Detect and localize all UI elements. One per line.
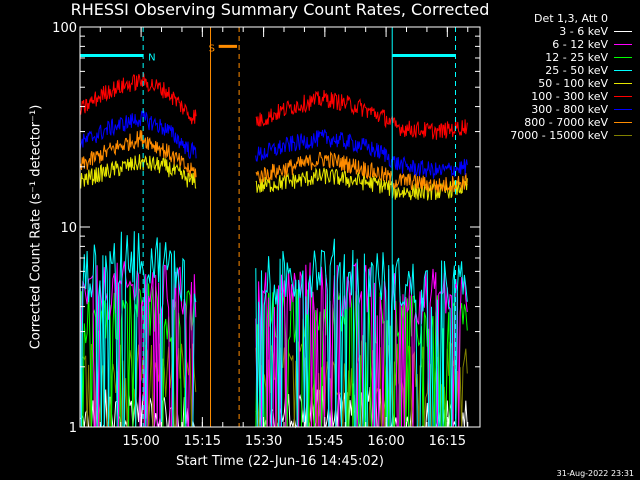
y-tick-label: 1 [69,421,77,436]
legend-item: 7000 - 15000 keV [510,129,632,142]
legend-swatch [614,122,632,123]
footer-timestamp: 31-Aug-2022 23:31 [556,469,634,478]
legend: Det 1,3, Att 0 3 - 6 keV 6 - 12 keV 12 - 2… [510,12,632,142]
series-6-12-kev [79,261,468,428]
legend-item-label: 50 - 100 keV [538,77,608,90]
y-axis-label: Corrected Count Rate (s⁻¹ detector⁻¹) [28,104,44,350]
legend-item: 12 - 25 keV [510,51,632,64]
chart-title-text: RHESSI Observing Summary Count Rates, Co… [70,0,490,19]
legend-item: 300 - 800 keV [510,103,632,116]
legend-swatch [614,70,632,71]
annotation-label: N [148,53,155,64]
legend-header-text: Det 1,3, Att 0 [534,12,608,25]
legend-item-label: 25 - 50 keV [545,64,608,77]
legend-item-label: 300 - 800 keV [531,103,608,116]
legend-item-label: 7000 - 15000 keV [510,129,608,142]
series-layer [79,71,468,429]
series-trace [79,71,468,140]
series-800-7000-kev [79,130,468,193]
x-tick-label: 15:30 [245,434,282,449]
y-tick-label: 10 [60,221,77,236]
y-tick-label: 100 [52,21,77,36]
legend-item-label: 100 - 300 keV [531,90,608,103]
legend-swatch [614,109,632,110]
series-trace [79,261,468,428]
legend-item: 3 - 6 keV [510,25,632,38]
legend-item-label: 12 - 25 keV [545,51,608,64]
annotation-layer: NS [80,27,457,427]
legend-item-label: 800 - 7000 keV [524,116,608,129]
legend-swatch [614,44,632,45]
legend-swatch [614,96,632,97]
x-tick-label: 15:45 [306,434,343,449]
legend-rows: 3 - 6 keV 6 - 12 keV 12 - 25 keV 25 - 50 ke… [510,25,632,142]
legend-item-label: 3 - 6 keV [559,25,608,38]
x-tick-label: 16:15 [429,434,466,449]
x-tick-label: 15:00 [122,434,159,449]
legend-swatch [614,135,632,136]
legend-item-label: 6 - 12 keV [552,38,608,51]
x-tick-label: 16:00 [367,434,404,449]
legend-swatch [614,57,632,58]
x-axis-label: Start Time (22-Jun-16 14:45:02) [176,454,384,469]
legend-swatch [614,83,632,84]
series-100-300-kev [79,71,468,140]
series-trace [79,110,468,179]
series-300-800-kev [79,110,468,179]
x-tick-label: 15:15 [184,434,221,449]
chart-title: RHESSI Observing Summary Count Rates, Co… [0,0,640,19]
legend-item: 50 - 100 keV [510,77,632,90]
legend-item: 800 - 7000 keV [510,116,632,129]
legend-item: 25 - 50 keV [510,64,632,77]
legend-header: Det 1,3, Att 0 [510,12,632,25]
legend-item: 6 - 12 keV [510,38,632,51]
legend-item: 100 - 300 keV [510,90,632,103]
axes-layer: 15:00 15:15 15:30 15:45 16:00 16:15 1 10 100 [52,21,481,449]
annotation-label: S [209,43,215,54]
legend-swatch [614,31,632,32]
series-trace [79,130,468,193]
